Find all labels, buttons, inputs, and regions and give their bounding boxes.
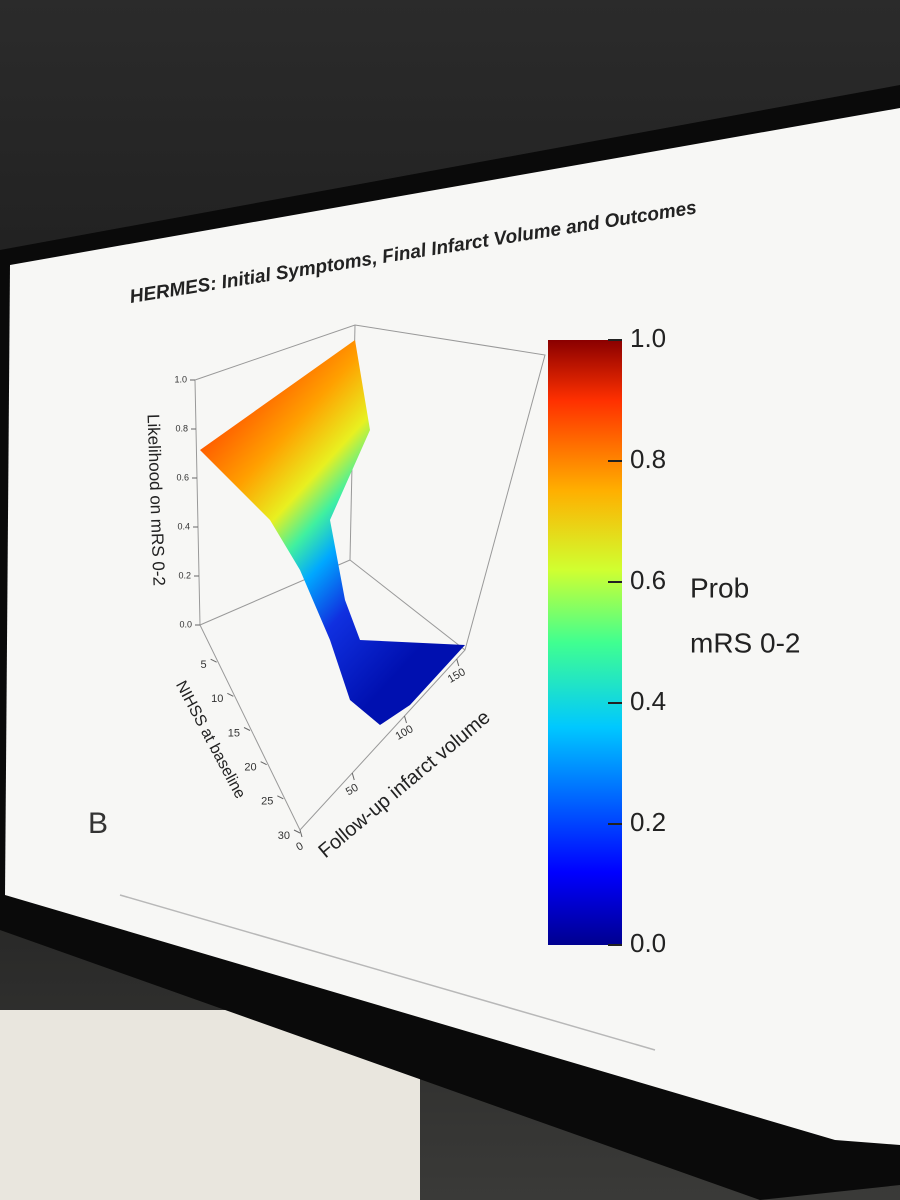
colorbar-tick-label: 0.0	[630, 928, 666, 958]
colorbar-tick-label: 1.0	[630, 323, 666, 353]
x-tick	[456, 658, 460, 667]
z-tick-label: 0.8	[175, 423, 188, 433]
probability-surface	[200, 340, 465, 725]
slide-screen	[5, 108, 900, 1145]
y-tick-label: 15	[228, 727, 240, 739]
z-tick-label: 0.6	[176, 472, 189, 482]
y-tick-label: 20	[244, 762, 256, 774]
y-tick	[293, 829, 301, 834]
x-tick-label: 50	[344, 782, 361, 799]
colorbar-label: mRS 0-2	[690, 627, 800, 658]
colorbar-tick-label: 0.6	[630, 565, 666, 595]
colorbar	[548, 340, 622, 945]
x-tick	[351, 772, 355, 781]
colorbar-tick-label: 0.4	[630, 686, 666, 716]
y-tick	[277, 795, 284, 800]
y-tick	[260, 761, 267, 766]
z-tick-label: 1.0	[174, 374, 187, 384]
y-tick-label: 5	[201, 659, 207, 671]
z-tick-label: 0.0	[179, 619, 192, 629]
colorbar-tick-label: 0.8	[630, 444, 666, 474]
z-tick-label: 0.2	[178, 570, 191, 580]
y-tick-label: 25	[261, 796, 273, 808]
y-tick	[227, 692, 234, 697]
x-tick-label: 0	[294, 840, 305, 853]
slide-rule	[119, 894, 656, 1051]
box-edge	[349, 559, 466, 651]
colorbar-label: Prob	[690, 572, 749, 603]
y-tick-label: 30	[278, 830, 290, 842]
panel-label: B	[88, 807, 108, 840]
x-tick	[299, 829, 303, 838]
y-tick	[243, 727, 251, 731]
x-tick	[404, 715, 407, 724]
colorbar-tick-label: 0.2	[630, 807, 666, 837]
y-tick-label: 10	[211, 693, 223, 705]
z-tick-label: 0.4	[177, 521, 190, 531]
y-tick	[210, 658, 217, 663]
